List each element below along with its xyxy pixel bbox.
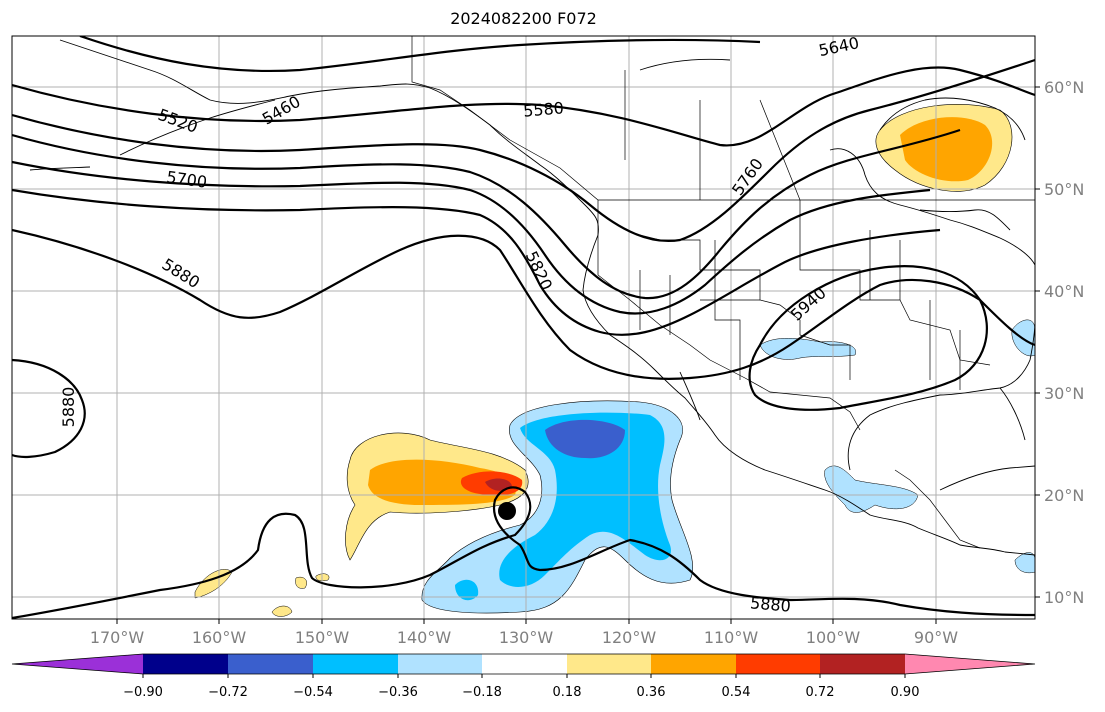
contour-label-5460: 5460 [259, 92, 304, 129]
lon-label: 130°W [499, 628, 554, 647]
lon-label: 150°W [295, 628, 350, 647]
coastlines [29, 39, 1035, 556]
colorbar-tick-label: −0.72 [208, 685, 248, 700]
contour-label-5580: 5580 [522, 98, 564, 120]
lon-label: 110°W [704, 628, 759, 647]
longitude-labels: 170°W 160°W 150°W 140°W 130°W 120°W 110°… [90, 628, 958, 647]
contour-label-5520: 5520 [156, 105, 201, 137]
lat-label: 60°N [1044, 78, 1084, 97]
colorbar-tick-label: −0.54 [293, 685, 333, 700]
contour-labels: 5640 5580 5520 5460 5700 5760 5820 5880 … [59, 33, 861, 616]
lon-label: 120°W [602, 628, 657, 647]
storm-center-marker [498, 502, 516, 520]
colorbar-segment [228, 654, 313, 674]
colorbar-tick-label: −0.18 [462, 685, 502, 700]
colorbar-tick-label: 0.72 [806, 685, 835, 700]
map-area: 5640 5580 5520 5460 5700 5760 5820 5880 … [12, 33, 1035, 619]
axis-ticks [116, 86, 1040, 624]
contour-label-5940: 5940 [787, 283, 830, 324]
map-frame [11, 35, 1036, 620]
colorbar-tick-label: 0.36 [637, 685, 666, 700]
lat-label: 30°N [1044, 384, 1084, 403]
contour-label-5760: 5760 [728, 155, 767, 199]
lon-label: 100°W [806, 628, 861, 647]
contour-label-5880-south: 5880 [749, 593, 791, 615]
colorbar-extend-min [12, 654, 143, 674]
lon-label: 170°W [90, 628, 145, 647]
colorbar-segment [313, 654, 398, 674]
colorbar-tick-label: 0.54 [722, 685, 751, 700]
lon-label: 90°W [914, 628, 958, 647]
colorbar-segment [567, 654, 651, 674]
lat-label: 50°N [1044, 180, 1084, 199]
lon-label: 140°W [397, 628, 452, 647]
contour-label-5700: 5700 [165, 167, 208, 191]
colorbar: −0.90 −0.72 −0.54 −0.36 −0.18 0.18 0.36 … [11, 653, 1036, 700]
height-contours [12, 36, 1035, 619]
contour-label-5880-west: 5880 [59, 387, 78, 428]
colorbar-segment [398, 654, 482, 674]
colorbar-tick-label: 0.90 [891, 685, 920, 700]
lat-label: 20°N [1044, 486, 1084, 505]
political-borders [411, 36, 1035, 549]
colorbar-tick-label: −0.36 [378, 685, 418, 700]
colorbar-segment [143, 654, 228, 674]
colorbar-segment [736, 654, 820, 674]
contour-label-5880-north: 5880 [159, 254, 204, 292]
contour-label-5640: 5640 [817, 33, 861, 60]
colorbar-extend-max [905, 654, 1035, 674]
anomaly-shading [194, 103, 1035, 617]
lon-label: 160°W [192, 628, 247, 647]
colorbar-tick-label: −0.90 [123, 685, 163, 700]
colorbar-tick-label: 0.18 [553, 685, 582, 700]
colorbar-segment [820, 654, 905, 674]
latitude-labels: 60°N 50°N 40°N 30°N 20°N 10°N [1044, 78, 1084, 607]
colorbar-segment [482, 654, 567, 674]
map-title: 2024082200 F072 [450, 9, 597, 28]
colorbar-segment [651, 654, 736, 674]
lat-label: 40°N [1044, 282, 1084, 301]
contour-label-5820: 5820 [522, 248, 556, 293]
lat-label: 10°N [1044, 588, 1084, 607]
